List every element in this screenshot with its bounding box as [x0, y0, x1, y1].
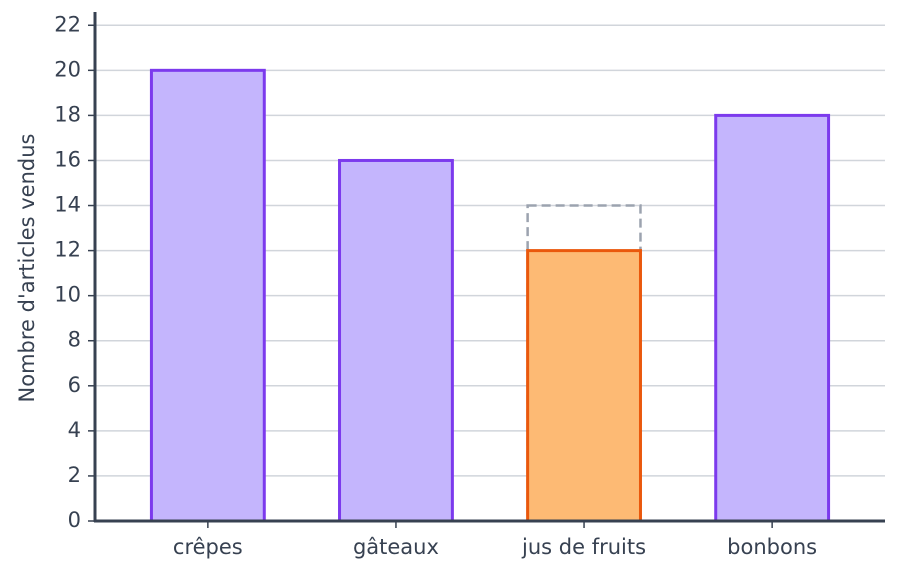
bar [338, 158, 454, 523]
y-tick-label: 2 [68, 463, 81, 487]
y-tick-label: 16 [54, 147, 81, 171]
x-tick-label: gâteaux [353, 535, 439, 559]
y-tick-label: 20 [54, 57, 81, 81]
y-tick-label: 0 [68, 508, 81, 532]
bar [526, 249, 642, 523]
bar [714, 113, 831, 523]
x-tick-label: jus de fruits [521, 535, 646, 559]
bar [149, 68, 266, 523]
y-tick-label: 4 [68, 418, 81, 442]
y-tick-label: 14 [54, 193, 81, 217]
x-tick-label: bonbons [727, 535, 817, 559]
y-tick-label: 22 [54, 12, 81, 36]
y-tick-label: 12 [54, 238, 81, 262]
y-tick-label: 10 [54, 283, 81, 307]
y-axis-label: Nombre d'articles vendus [15, 134, 39, 403]
y-tick-label: 18 [54, 102, 81, 126]
y-tick-label: 6 [68, 373, 81, 397]
y-tick-label: 8 [68, 328, 81, 352]
x-tick-label: crêpes [173, 535, 243, 559]
